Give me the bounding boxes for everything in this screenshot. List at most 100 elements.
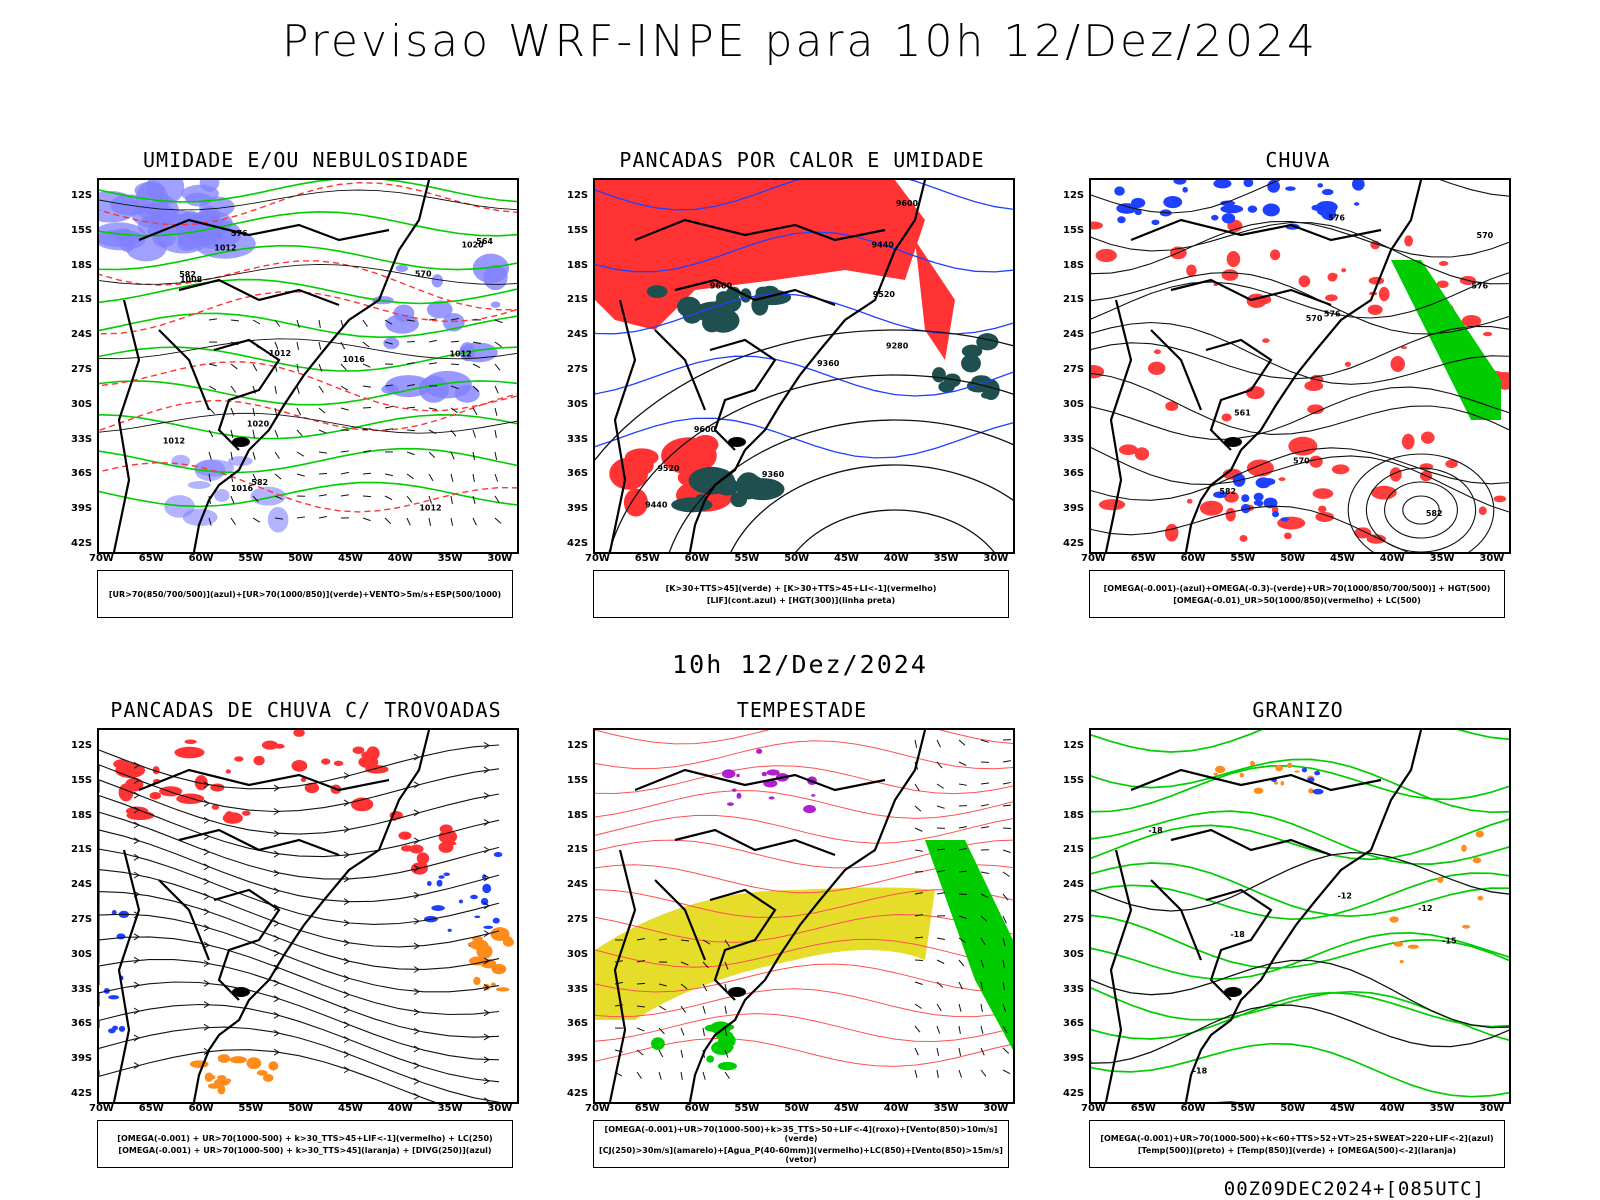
omega-500-area bbox=[1239, 772, 1244, 778]
latitude-tick-label: 12S bbox=[1063, 190, 1085, 201]
wind-arrow bbox=[274, 429, 279, 438]
latitude-tick-label: 24S bbox=[567, 879, 589, 891]
divergence-area bbox=[443, 872, 450, 877]
instability-green-area bbox=[976, 333, 999, 351]
thickness-contour bbox=[99, 260, 517, 311]
contour-label: 570 bbox=[1477, 231, 1494, 240]
streamline-arrow bbox=[273, 934, 280, 942]
storm-rain-area bbox=[398, 831, 412, 840]
wind-vector bbox=[936, 1069, 939, 1078]
divergence-area bbox=[470, 894, 478, 900]
streamline-arrow bbox=[483, 846, 490, 854]
instability-green-area bbox=[980, 391, 993, 399]
streamline-arrow bbox=[133, 761, 140, 769]
streamline-arrow bbox=[133, 791, 140, 799]
longitude-tick-label: 35W bbox=[437, 553, 463, 564]
longitude-tick-label: 30W bbox=[983, 553, 1009, 564]
latitude-tick-label: 18S bbox=[1063, 809, 1085, 821]
storm-rain-area bbox=[416, 852, 430, 865]
storm-rain-area bbox=[304, 782, 320, 794]
wind-arrow bbox=[296, 429, 303, 437]
streamline-arrow bbox=[413, 1045, 420, 1053]
latitude-tick-label: 15S bbox=[1063, 224, 1085, 236]
coastline-borders bbox=[112, 730, 431, 1102]
thunder-area bbox=[256, 1069, 268, 1076]
latitude-tick-label: 21S bbox=[567, 294, 589, 306]
streamline-250 bbox=[99, 869, 500, 948]
height-500-contour bbox=[1091, 272, 1509, 320]
divergence-area bbox=[108, 1028, 116, 1034]
streamline-arrow bbox=[413, 1077, 420, 1085]
latitude-tick-label: 12S bbox=[567, 190, 589, 201]
omega-500-area bbox=[1393, 941, 1404, 947]
streamline-arrow bbox=[203, 908, 210, 916]
rain-area bbox=[1309, 455, 1323, 468]
streamline-arrow bbox=[273, 784, 280, 792]
wind-vector bbox=[958, 1069, 963, 1078]
streamline-arrow bbox=[483, 1077, 490, 1085]
omega-area bbox=[1317, 183, 1324, 188]
contour-label: 1012 bbox=[449, 349, 471, 358]
wind-vector bbox=[1002, 827, 1012, 830]
streamline-arrow bbox=[203, 924, 210, 932]
legend-line: [UR>70(850/700/500)](azul)+[UR>70(1000/8… bbox=[108, 589, 502, 599]
wind-arrow bbox=[428, 339, 437, 343]
thickness-contour bbox=[99, 291, 517, 335]
wind-arrow bbox=[252, 363, 258, 372]
wind-vector bbox=[936, 805, 945, 809]
forecast-map: -12 -12 -15 -18 -18 -18 bbox=[1089, 728, 1511, 1104]
latitude-tick-label: 39S bbox=[71, 1053, 93, 1065]
storm-rain-area bbox=[224, 811, 234, 821]
panel-legend: [OMEGA(-0.001)+UR>70(1000-500)+k<60+TTS>… bbox=[1089, 1120, 1505, 1168]
panel-legend: [OMEGA(-0.001) + UR>70(1000-500) + k>30_… bbox=[97, 1120, 513, 1168]
divergence-area bbox=[116, 933, 126, 940]
wind-arrow bbox=[208, 517, 212, 526]
latitude-tick-label: 39S bbox=[1063, 503, 1085, 515]
temp-850-contour bbox=[1091, 810, 1509, 865]
latitude-tick-label: 33S bbox=[1063, 433, 1085, 445]
legend-line: [OMEGA(-0.001)+UR>70(1000-500)+k>35_TTS>… bbox=[604, 1124, 998, 1143]
water-vapor-contour bbox=[595, 740, 1013, 770]
thunder-area bbox=[189, 1060, 209, 1068]
streamline-arrow bbox=[413, 942, 420, 950]
panel-title: GRANIZO bbox=[1252, 698, 1344, 722]
wind-vector bbox=[1002, 760, 1011, 763]
height-500-contour bbox=[1091, 447, 1509, 501]
omega-area bbox=[1241, 494, 1250, 503]
contour-label: 1012 bbox=[269, 349, 291, 358]
water-vapor-contour bbox=[595, 1013, 1013, 1043]
humidity-high-area bbox=[431, 274, 444, 288]
contour-label: -18 bbox=[1230, 930, 1245, 939]
streamline-arrow bbox=[483, 983, 490, 991]
wind-arrow bbox=[384, 495, 393, 501]
rain-area bbox=[1315, 511, 1335, 522]
wind-vector bbox=[1002, 1047, 1010, 1054]
latitude-tick-label: 15S bbox=[1063, 774, 1085, 786]
streamline-250 bbox=[99, 848, 500, 925]
wind-arrow bbox=[318, 363, 323, 372]
longitude-tick-label: 35W bbox=[1429, 1103, 1455, 1114]
water-vapor-contour bbox=[595, 889, 1013, 919]
wind-arrow bbox=[208, 473, 211, 482]
streamline-arrow bbox=[413, 837, 420, 845]
thunder-area bbox=[229, 1056, 247, 1064]
divergence-area bbox=[111, 909, 117, 916]
streamline-arrow bbox=[343, 898, 350, 906]
streamline-arrow bbox=[203, 892, 210, 900]
instability-green-area bbox=[702, 313, 722, 333]
humidity-high-area bbox=[187, 481, 211, 489]
temp-850-contour bbox=[1091, 758, 1509, 814]
streamline-250 bbox=[99, 981, 500, 1061]
rain-area bbox=[1262, 338, 1270, 343]
contour-label: 1020 bbox=[247, 420, 270, 429]
streamline-arrow bbox=[343, 772, 350, 780]
rain-area bbox=[1224, 491, 1239, 503]
longitude-tick-label: 60W bbox=[1180, 1103, 1206, 1114]
rain-area bbox=[1438, 261, 1449, 266]
rain-area bbox=[1153, 349, 1162, 355]
streamline-250 bbox=[99, 936, 500, 1016]
contour-label: 9600 bbox=[896, 199, 919, 208]
wind-vector bbox=[914, 1069, 918, 1078]
latitude-tick-label: 30S bbox=[567, 948, 589, 960]
pressure-isobar bbox=[99, 189, 517, 211]
